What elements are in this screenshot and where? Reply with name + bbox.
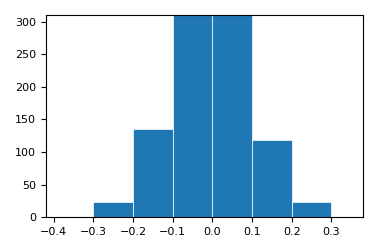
Bar <box>292 202 331 217</box>
Bar <box>252 140 292 217</box>
Bar <box>93 202 133 217</box>
Bar <box>173 0 212 217</box>
Bar <box>133 129 173 217</box>
Bar <box>212 0 252 217</box>
